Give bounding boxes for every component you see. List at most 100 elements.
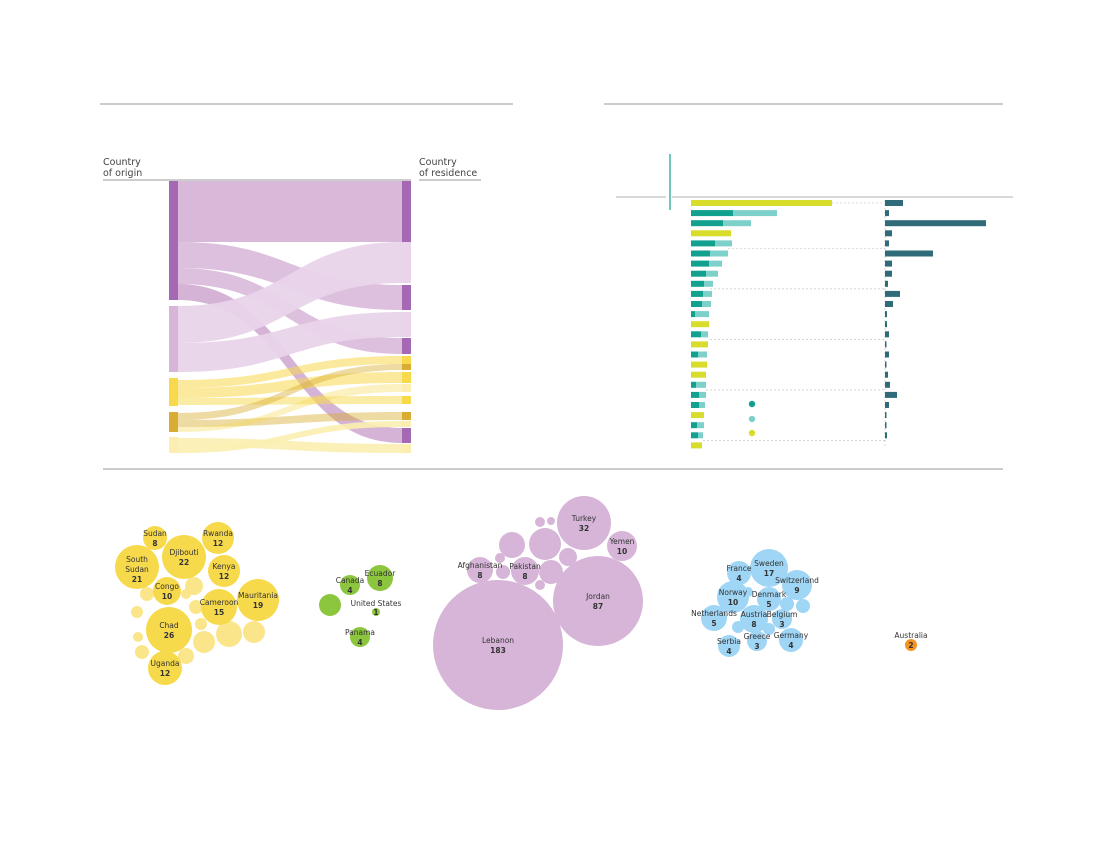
- side-bar: [885, 432, 887, 439]
- bubble-value-lebanon: 183: [490, 646, 506, 655]
- bar-segment-teal-dark: [691, 301, 702, 307]
- bar-segment-teal-light: [697, 422, 704, 429]
- side-bar: [885, 321, 887, 328]
- bar-segment-chartreuse: [691, 230, 731, 237]
- bubble-value-australia: 2: [908, 641, 913, 650]
- bubble-rwanda: [202, 522, 234, 554]
- bar-segment-teal-dark: [691, 250, 710, 257]
- bubble-pakistan: [511, 557, 539, 585]
- bubble-turkey: [557, 496, 611, 550]
- bar-segment-chartreuse: [691, 412, 704, 419]
- bubble-ecuador: [367, 565, 393, 591]
- residence-node: [402, 242, 411, 283]
- bar-segment-teal-light: [701, 331, 708, 338]
- bubble-france: [727, 561, 751, 585]
- bubble-label-rwanda: Rwanda: [203, 529, 233, 538]
- bar-segment-teal-dark: [691, 210, 733, 217]
- bubble: [193, 631, 215, 653]
- bubble-australia: [905, 639, 917, 651]
- bubble: [796, 599, 810, 613]
- bubble: [133, 632, 143, 642]
- bar-segment-chartreuse: [691, 200, 832, 206]
- bubble-value-yemen: 10: [617, 547, 627, 556]
- bubble-value-chad: 26: [164, 631, 174, 640]
- bar-segment-teal-dark: [691, 422, 697, 429]
- bubble-cameroon: [201, 589, 237, 625]
- bar-segment-teal-dark: [691, 391, 699, 398]
- bubble: [547, 517, 555, 525]
- bubble-label-serbia: Serbia: [717, 637, 741, 646]
- bubble-label-lebanon: Lebanon: [482, 636, 514, 645]
- bubble-value-mauritania: 19: [253, 601, 263, 610]
- bubble-value-ecuador: 8: [377, 579, 382, 588]
- flow: [178, 181, 402, 242]
- side-bar: [885, 391, 897, 398]
- bubble-value-afghanistan: 8: [477, 571, 482, 580]
- bar-segment-teal-light: [702, 301, 711, 307]
- bar-segment-teal-light: [733, 210, 777, 217]
- residence-node: [402, 412, 411, 420]
- bar-segment-teal-light: [698, 432, 703, 439]
- bar-segment-teal-light: [703, 290, 712, 297]
- side-bar: [885, 361, 887, 368]
- bar-segment-teal-dark: [691, 280, 704, 287]
- origin-header-line2: of origin: [103, 168, 142, 179]
- residence-node: [402, 421, 411, 427]
- bar-segment-teal-light: [706, 270, 718, 277]
- bar-segment-teal-light: [704, 280, 713, 287]
- bubble-kenya: [208, 555, 240, 587]
- bar-segment-teal-light: [709, 260, 722, 267]
- side-bar: [885, 331, 889, 338]
- bar-segment-teal-light: [710, 250, 728, 257]
- residence-node: [402, 444, 411, 453]
- bubble-djibouti: [162, 535, 206, 579]
- bubble: [539, 560, 563, 584]
- bar-segment-teal-dark: [691, 381, 696, 388]
- bubble-label-canada: Canada: [336, 576, 365, 585]
- bubble-value-panama: 4: [357, 638, 362, 647]
- bubble-label-south-sudan: South Sudan: [125, 555, 149, 574]
- bar-segment-teal-dark: [691, 260, 709, 267]
- bubble-label-sweden: Sweden: [754, 559, 784, 568]
- bar-segment-teal-dark: [691, 402, 699, 408]
- residence-node: [402, 285, 411, 310]
- bubble-value-switzerland: 9: [794, 586, 799, 595]
- side-bar: [885, 412, 887, 419]
- bubble-value-uganda: 12: [160, 669, 170, 678]
- bubble-value-pakistan: 8: [522, 572, 527, 581]
- side-bar: [885, 270, 892, 277]
- side-bar: [885, 301, 893, 307]
- bubble-label-pakistan: Pakistan: [509, 562, 541, 571]
- bubble-value-rwanda: 12: [213, 539, 223, 548]
- side-bar: [885, 290, 900, 297]
- bar-chart: [616, 154, 1013, 449]
- sankey-flows: [178, 181, 402, 453]
- bubble-value-turkey: 32: [579, 524, 589, 533]
- origin-node: [169, 437, 178, 453]
- bubble: [140, 587, 154, 601]
- flow: [178, 242, 402, 343]
- bubble-label-yemen: Yemen: [609, 537, 635, 546]
- bubble-denmark: [757, 587, 781, 611]
- bar-segment-teal-light: [699, 391, 706, 398]
- bubble-label-germany: Germany: [774, 631, 809, 640]
- bubble-austria: [740, 605, 768, 633]
- residence-header-line2: of residence: [419, 168, 477, 179]
- bubble-value-denmark: 5: [766, 600, 771, 609]
- side-bar: [885, 220, 986, 227]
- bubble: [780, 597, 794, 611]
- bubble-label-mauritania: Mauritania: [238, 591, 278, 600]
- bubble-label-sudan: Sudan: [143, 529, 167, 538]
- bubble-value-cameroon: 15: [214, 608, 224, 617]
- africa-minor-bubbles: [131, 577, 265, 664]
- bubble-label-uganda: Uganda: [151, 659, 180, 668]
- bubble-switzerland: [782, 570, 812, 600]
- bubble: [495, 553, 505, 563]
- bubble-sudan: [143, 526, 167, 550]
- bar-segment-chartreuse: [691, 321, 709, 328]
- bubble-netherlands: [701, 605, 727, 631]
- bubble-value-sweden: 17: [764, 569, 774, 578]
- bubble: [131, 606, 143, 618]
- legend-swatch-teal-dark: [748, 400, 756, 408]
